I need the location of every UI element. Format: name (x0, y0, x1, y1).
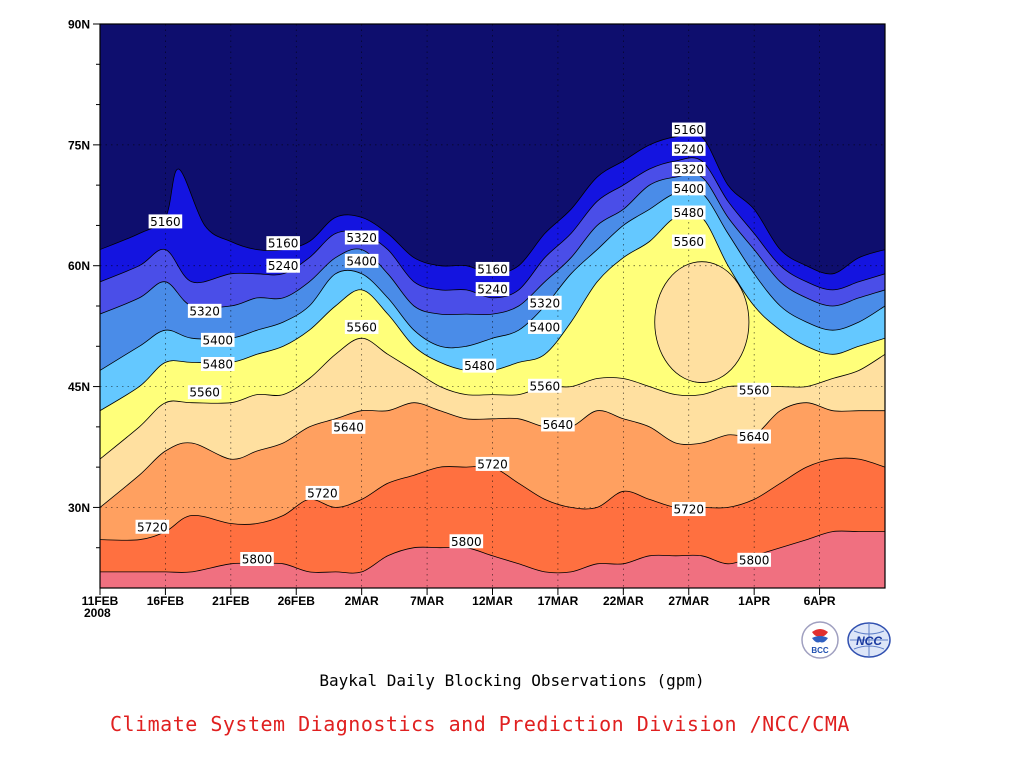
contour-label-box (541, 417, 575, 432)
contour-label-box (475, 261, 510, 276)
contour-label-box (671, 502, 706, 517)
closed-contour-5560 (654, 261, 750, 383)
contour-line-5480 (100, 212, 885, 412)
ncc-logo: NCC (846, 620, 892, 660)
x-tick-label-27MAR: 27MAR (668, 594, 709, 608)
contour-label-5480: 5480 (202, 358, 233, 372)
x-tick-label-17MAR: 17MAR (538, 594, 579, 608)
contour-label-box (462, 358, 497, 373)
x-tick-label-16FEB: 16FEB (147, 594, 185, 608)
credit-line: Climate System Diagnostics and Predictio… (110, 712, 850, 736)
x-tick-label-1APR: 1APR (738, 594, 770, 608)
x-tick-label-22MAR: 22MAR (603, 594, 644, 608)
contour-label-box (266, 236, 300, 251)
contour-label-5800: 5800 (739, 553, 770, 567)
contour-label-box (266, 258, 300, 273)
contour-label-5640: 5640 (333, 420, 364, 434)
contour-label-box (187, 303, 222, 318)
contour-label-5560: 5560 (189, 386, 220, 400)
contour-label-box (671, 162, 706, 177)
contour-label-box (737, 382, 771, 397)
contour-label-box (528, 295, 562, 310)
svg-text:NCC: NCC (856, 634, 882, 648)
contour-label-5400: 5400 (346, 254, 377, 268)
contour-label-box (331, 419, 366, 434)
contour-label-5160: 5160 (268, 237, 299, 251)
contour-label-box (475, 282, 510, 297)
contour-label-box (344, 253, 379, 268)
contour-label-5640: 5640 (543, 418, 574, 432)
x-tick-label-7MAR: 7MAR (410, 594, 444, 608)
bcc-logo: BCC (800, 620, 840, 660)
contour-line-5240 (100, 157, 885, 299)
x-tick-label-11FEB: 11FEB (82, 594, 119, 608)
contour-label-box (200, 332, 235, 347)
contour-label-box (528, 378, 562, 393)
contour-label-5800: 5800 (451, 535, 482, 549)
x-tick-label-12MAR: 12MAR (472, 594, 513, 608)
contour-label-5160: 5160 (673, 123, 704, 137)
x-tick-label-26FEB: 26FEB (278, 594, 316, 608)
contour-label-5240: 5240 (268, 259, 299, 273)
contour-label-5640: 5640 (739, 430, 770, 444)
contour-label-box (671, 205, 706, 220)
contour-label-box (475, 456, 510, 471)
contour-label-5320: 5320 (189, 304, 220, 318)
contour-label-5560: 5560 (530, 379, 561, 393)
contour-label-5480: 5480 (673, 206, 704, 220)
contour-label-5400: 5400 (673, 182, 704, 196)
contour-label-5320: 5320 (530, 296, 561, 310)
contour-label-box (671, 181, 706, 196)
contour-label-box (671, 141, 706, 156)
contour-label-5720: 5720 (137, 520, 168, 534)
contour-label-5720: 5720 (307, 486, 338, 500)
x-tick-label-6APR: 6APR (804, 594, 836, 608)
contour-label-box (187, 385, 222, 400)
x-tick-label-2MAR: 2MAR (345, 594, 379, 608)
contour-label-5400: 5400 (202, 333, 233, 347)
contour-label-5560: 5560 (673, 235, 704, 249)
contour-label-5800: 5800 (242, 552, 273, 566)
contour-label-box (528, 319, 562, 334)
x-tick-label-21FEB: 21FEB (212, 594, 250, 608)
contour-label-5240: 5240 (673, 142, 704, 156)
svg-text:BCC: BCC (811, 646, 829, 655)
y-tick-label-90N: 90N (68, 18, 90, 32)
contour-label-5160: 5160 (150, 215, 181, 229)
contour-label-box (449, 534, 484, 549)
y-tick-label-60N: 60N (68, 259, 90, 273)
contour-label-box (240, 551, 274, 566)
contour-label-box (148, 214, 183, 229)
chart-caption: Baykal Daily Blocking Observations (gpm) (319, 671, 705, 690)
contour-line-5400 (100, 189, 885, 371)
contour-label-box (737, 429, 771, 444)
contour-label-box (200, 357, 235, 372)
contour-label-box (671, 234, 706, 249)
contour-label-box (671, 122, 706, 137)
contour-label-box (135, 519, 170, 534)
contour-label-5560: 5560 (346, 320, 377, 334)
contour-label-box (344, 319, 379, 334)
contour-label-5720: 5720 (477, 457, 508, 471)
contour-label-5720: 5720 (673, 503, 704, 517)
contour-label-5320: 5320 (346, 231, 377, 245)
contour-label-box (344, 230, 379, 245)
contour-label-box (305, 485, 340, 500)
contour-label-5560: 5560 (739, 383, 770, 397)
contour-line-5720 (100, 457, 885, 541)
y-tick-label-75N: 75N (68, 138, 90, 152)
contour-label-box (737, 552, 771, 567)
contour-label-5320: 5320 (673, 163, 704, 177)
y-tick-label-45N: 45N (68, 380, 90, 394)
contour-label-5160: 5160 (477, 262, 508, 276)
contour-line-5320 (100, 173, 885, 316)
contour-label-5400: 5400 (530, 320, 561, 334)
contour-label-5240: 5240 (477, 283, 508, 297)
x-axis-year: 2008 (84, 606, 111, 620)
contour-label-5480: 5480 (464, 359, 495, 373)
y-tick-label-30N: 30N (68, 501, 90, 515)
band-5800 (100, 531, 885, 588)
